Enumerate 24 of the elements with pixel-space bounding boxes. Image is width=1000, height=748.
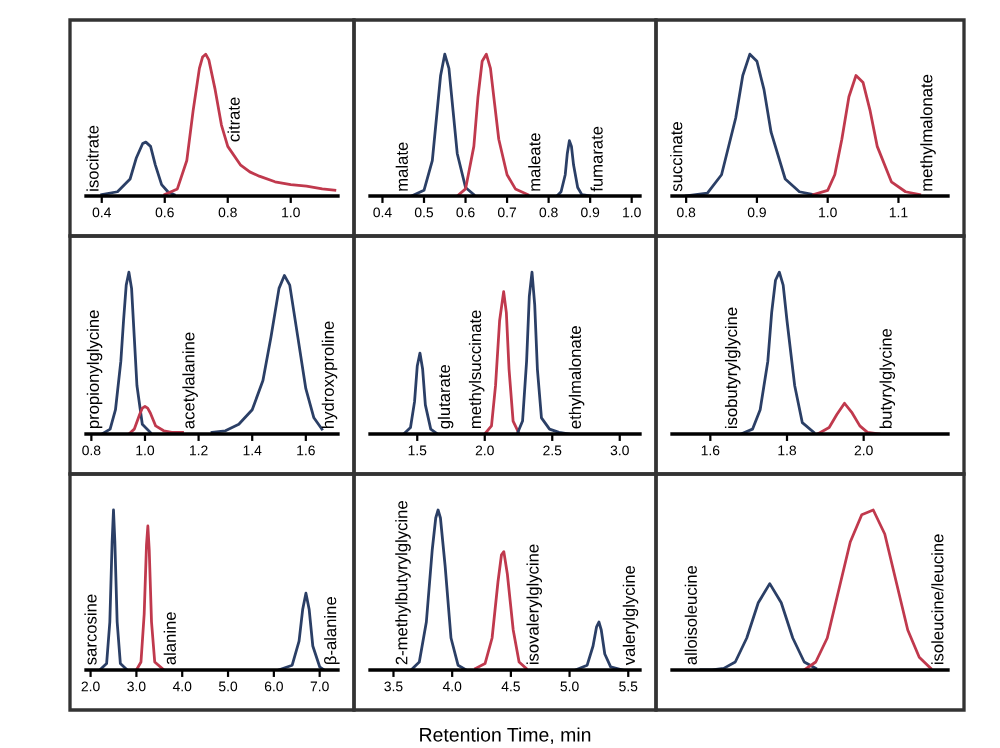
text: malate (395, 142, 408, 191)
text: hydroxyproline (321, 321, 338, 428)
text: methylmalonate (920, 74, 936, 191)
text: fumarate (590, 126, 603, 192)
text: glutarate (437, 365, 454, 429)
text: alloisoleucine (684, 565, 697, 665)
x-axis-title: Retention Time, min (420, 727, 591, 744)
text: alanine (163, 612, 176, 665)
text: acetylalanine (182, 332, 198, 429)
text: isovalerylglycine (526, 544, 542, 665)
text: sarcosine (84, 594, 97, 665)
text: β-alanine (324, 597, 340, 665)
text: isoleucine/leucine (931, 534, 944, 665)
text: citrate (227, 97, 240, 142)
text: 2-methylbutyrylglycine (395, 501, 411, 665)
text: methylsuccinate (468, 310, 485, 429)
text: succinate (670, 122, 683, 192)
text: ethylmalonate (568, 326, 585, 429)
text: maleate (528, 133, 541, 191)
text: isocitrate (86, 125, 99, 191)
text: valerylglycine (622, 565, 639, 666)
text: butyrylglycine (879, 328, 896, 429)
text: isobutyrylglycine (724, 307, 741, 429)
text: propionylglycine (86, 310, 103, 429)
